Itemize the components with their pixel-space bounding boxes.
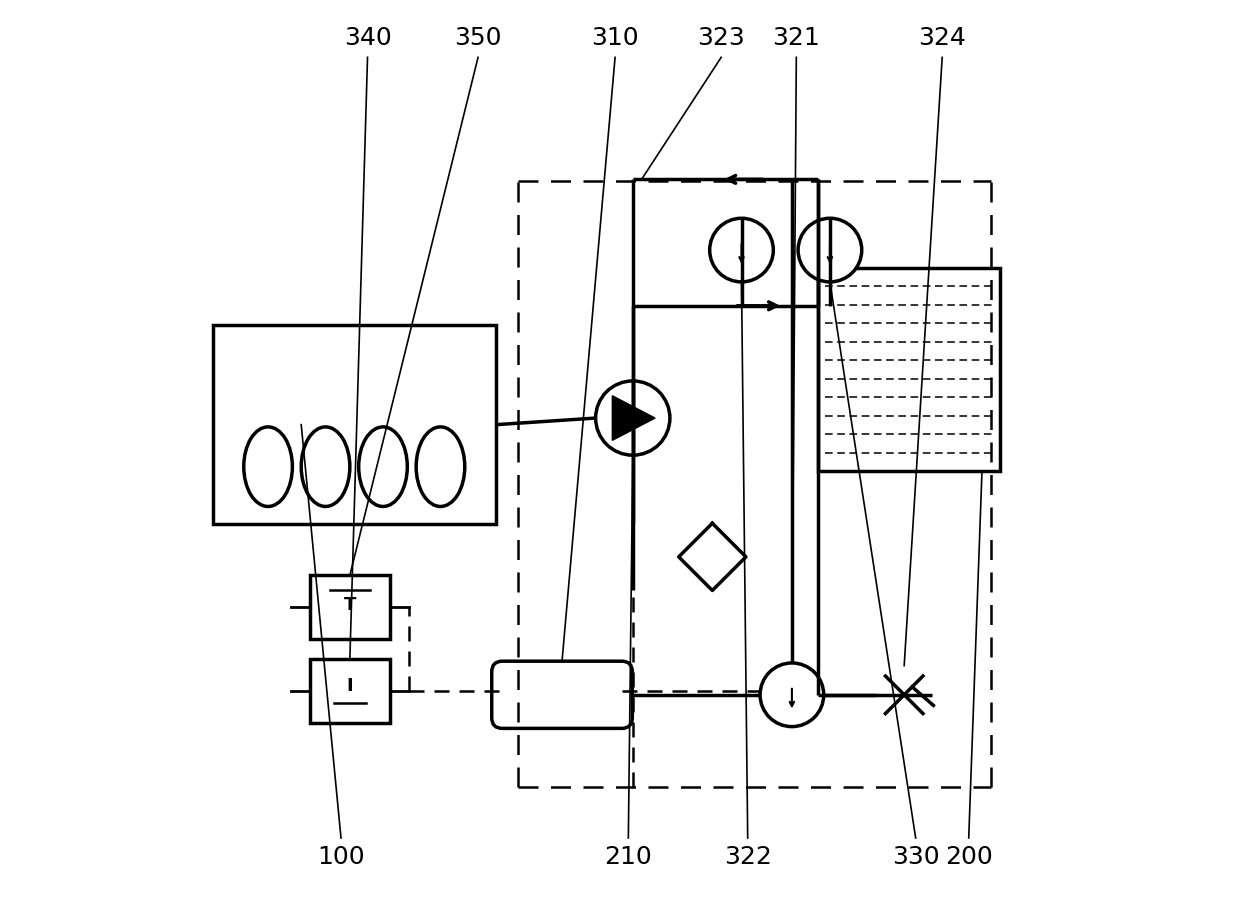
Circle shape [710, 218, 773, 282]
Circle shape [798, 218, 862, 282]
Text: 323: 323 [698, 26, 745, 50]
FancyBboxPatch shape [492, 661, 632, 728]
Bar [310, 576, 389, 639]
Bar [819, 268, 1000, 471]
Ellipse shape [416, 427, 465, 506]
Text: 350: 350 [455, 26, 502, 50]
Polygon shape [612, 396, 655, 440]
Text: 200: 200 [945, 845, 992, 869]
Text: 322: 322 [724, 845, 772, 869]
Ellipse shape [301, 427, 349, 506]
Bar [310, 659, 389, 723]
Ellipse shape [358, 427, 408, 506]
Text: 330: 330 [892, 845, 939, 869]
Text: 324: 324 [918, 26, 966, 50]
Circle shape [596, 381, 670, 455]
Text: 340: 340 [343, 26, 392, 50]
Text: 210: 210 [605, 845, 652, 869]
Text: T: T [343, 596, 356, 614]
Text: 321: 321 [772, 26, 820, 50]
Text: 100: 100 [317, 845, 364, 869]
Ellipse shape [244, 427, 292, 506]
Text: 310: 310 [591, 26, 639, 50]
Circle shape [760, 663, 824, 726]
Bar [213, 325, 496, 524]
Text: I: I [347, 677, 353, 695]
